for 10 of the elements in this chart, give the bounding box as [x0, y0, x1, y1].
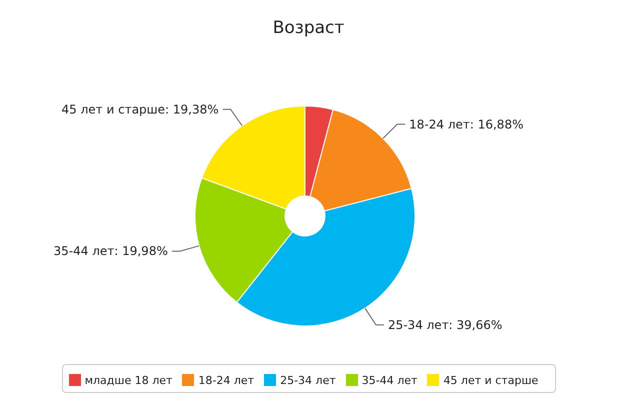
legend-label: младше 18 лет	[84, 374, 172, 387]
data-label: 45 лет и старше: 19,38%	[62, 102, 219, 116]
legend-label: 35-44 лет	[362, 374, 418, 387]
legend-label: 18-24 лет	[198, 374, 254, 387]
data-label: 18-24 лет: 16,88%	[409, 117, 524, 132]
chart-title: Возраст	[272, 17, 346, 40]
data-label: 25-34 лет: 39,66%	[388, 318, 502, 332]
legend-label: 25-34 лет	[280, 374, 336, 387]
legend-label: 45 лет и старше	[443, 374, 538, 387]
data-label: 35-44 лет: 19,98%	[54, 244, 168, 258]
